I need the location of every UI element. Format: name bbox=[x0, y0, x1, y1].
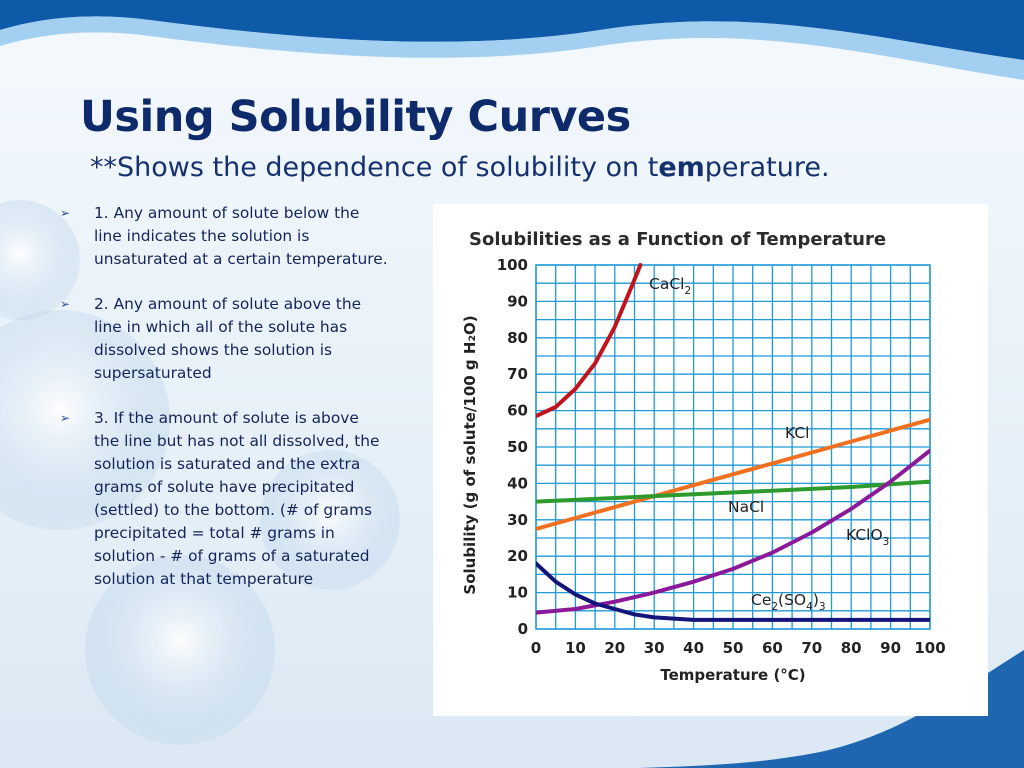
bullet-list: ➢ 1. Any amount of solute below the line… bbox=[58, 202, 388, 591]
x-tick-label: 90 bbox=[880, 639, 901, 657]
header-wave-light bbox=[0, 16, 1024, 80]
x-tick-label: 100 bbox=[914, 639, 945, 657]
solubility-chart: Solubilities as a Function of Temperatur… bbox=[461, 229, 946, 684]
x-tick-label: 0 bbox=[531, 639, 541, 657]
x-tick-label: 70 bbox=[801, 639, 822, 657]
y-tick-label: 50 bbox=[507, 438, 528, 456]
chart-panel: Solubilities as a Function of Temperatur… bbox=[433, 204, 988, 716]
arrow-bullet-icon: ➢ bbox=[60, 411, 71, 425]
bullet-text: 2. Any amount of solute above the line i… bbox=[94, 295, 362, 382]
y-tick-label: 30 bbox=[507, 511, 528, 529]
bubble-decoration bbox=[0, 310, 170, 530]
arrow-bullet-icon: ➢ bbox=[60, 297, 71, 311]
subtitle-suffix: perature. bbox=[704, 152, 830, 183]
y-tick-label: 60 bbox=[507, 402, 528, 420]
header-wave bbox=[0, 0, 1024, 60]
page-title: Using Solubility Curves bbox=[80, 92, 631, 142]
x-tick-label: 10 bbox=[565, 639, 586, 657]
x-tick-label: 30 bbox=[644, 639, 665, 657]
bullet-item: ➢ 2. Any amount of solute above the line… bbox=[58, 293, 388, 385]
x-tick-label: 60 bbox=[762, 639, 783, 657]
bullet-item: ➢ 3. If the amount of solute is above th… bbox=[58, 407, 388, 591]
bubble-decoration bbox=[0, 200, 80, 320]
chart-title: Solubilities as a Function of Temperatur… bbox=[469, 229, 886, 250]
x-axis-label: Temperature (°C) bbox=[660, 666, 805, 684]
y-tick-label: 100 bbox=[497, 256, 528, 274]
bullet-text: 3. If the amount of solute is above the … bbox=[94, 409, 380, 588]
x-tick-label: 80 bbox=[841, 639, 862, 657]
series-line-cacl bbox=[536, 263, 643, 419]
arrow-bullet-icon: ➢ bbox=[60, 206, 71, 220]
subtitle-prefix: **Shows the dependence of solubility on … bbox=[90, 152, 659, 183]
series-label-ce: Ce2(SO4)3 bbox=[751, 591, 826, 613]
y-tick-label: 20 bbox=[507, 547, 528, 565]
y-tick-label: 70 bbox=[507, 365, 528, 383]
series-line-nacl bbox=[536, 479, 930, 504]
y-tick-label: 90 bbox=[507, 292, 528, 310]
footer-wave bbox=[0, 650, 1024, 768]
y-axis-label: Solubility (g of solute/100 g H₂O) bbox=[461, 315, 479, 594]
series-line-kcl bbox=[536, 417, 930, 531]
y-tick-label: 10 bbox=[507, 584, 528, 602]
x-tick-label: 20 bbox=[604, 639, 625, 657]
series-label-cacl: CaCl2 bbox=[649, 275, 691, 297]
series-line-ce bbox=[536, 561, 930, 622]
subtitle-emphasis: em bbox=[658, 152, 705, 183]
series-label-kclo: KClO3 bbox=[846, 526, 889, 548]
y-tick-label: 80 bbox=[507, 329, 528, 347]
y-tick-label: 0 bbox=[518, 620, 528, 638]
y-tick-label: 40 bbox=[507, 474, 528, 492]
bullet-text: 1. Any amount of solute below the line i… bbox=[94, 204, 388, 268]
x-tick-label: 40 bbox=[683, 639, 704, 657]
bullet-item: ➢ 1. Any amount of solute below the line… bbox=[58, 202, 388, 271]
page-subtitle: **Shows the dependence of solubility on … bbox=[90, 152, 830, 183]
series-label-nacl: NaCl bbox=[728, 498, 764, 516]
series-label-kcl: KCl bbox=[785, 424, 809, 442]
x-tick-label: 50 bbox=[723, 639, 744, 657]
bubble-decoration bbox=[85, 555, 275, 745]
bubble-decoration bbox=[260, 450, 400, 590]
